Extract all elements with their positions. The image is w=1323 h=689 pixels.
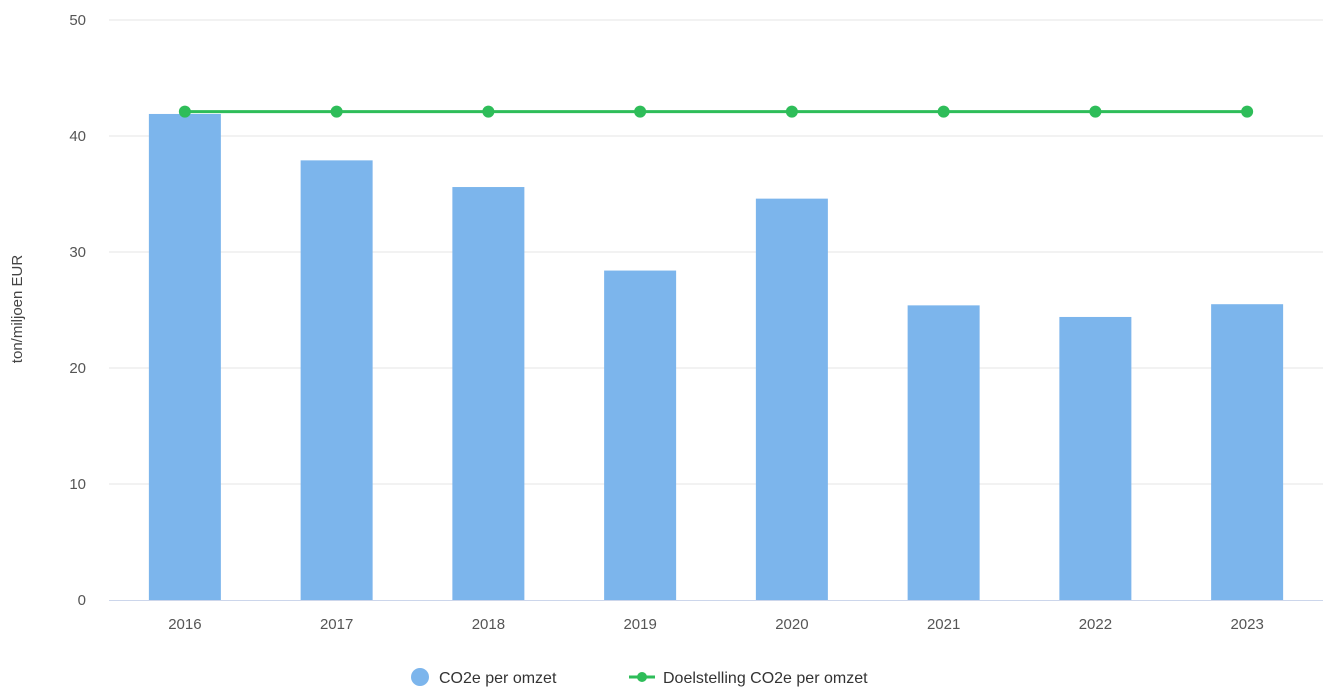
x-tick-label: 2022: [1079, 616, 1112, 633]
legend-item-bar[interactable]: CO2e per omzet: [411, 668, 557, 687]
bar: [907, 305, 980, 600]
y-axis-title: ton/miljoen EUR: [9, 255, 26, 364]
x-tick-label: 2017: [320, 616, 353, 633]
bar-series: [148, 113, 1284, 601]
bar: [148, 113, 221, 601]
legend-line-marker: [637, 672, 647, 682]
bar: [300, 160, 373, 601]
line-point: [330, 105, 343, 118]
legend: CO2e per omzet Doelstelling CO2e per omz…: [411, 668, 868, 687]
y-tick-label: 10: [69, 476, 86, 493]
line-point: [1241, 105, 1254, 118]
legend-item-line[interactable]: Doelstelling CO2e per omzet: [629, 670, 868, 687]
x-tick-label: 2023: [1230, 616, 1263, 633]
bar: [1211, 304, 1284, 600]
y-axis-ticks: 0 10 20 30 40 50: [69, 12, 86, 609]
legend-bar-label: CO2e per omzet: [439, 670, 557, 687]
bar: [452, 187, 525, 601]
legend-bar-swatch: [411, 668, 429, 686]
x-axis-ticks: 2016 2017 2018 2019 2020 2021 2022 2023: [168, 616, 1264, 633]
legend-line-label: Doelstelling CO2e per omzet: [663, 670, 868, 687]
line-point: [634, 105, 647, 118]
bar: [604, 270, 677, 600]
line-point: [482, 105, 495, 118]
x-tick-label: 2019: [623, 616, 656, 633]
line-series: [178, 105, 1254, 118]
y-tick-label: 50: [69, 12, 86, 29]
y-tick-label: 40: [69, 128, 86, 145]
bar: [1059, 316, 1132, 600]
gridlines: [109, 19, 1323, 485]
y-tick-label: 20: [69, 360, 86, 377]
bar: [755, 198, 828, 600]
y-tick-label: 0: [78, 592, 86, 609]
y-tick-label: 30: [69, 244, 86, 261]
line-point: [1089, 105, 1102, 118]
line-point: [937, 105, 950, 118]
x-tick-label: 2021: [927, 616, 960, 633]
x-tick-label: 2020: [775, 616, 808, 633]
x-tick-label: 2018: [472, 616, 505, 633]
line-point: [178, 105, 191, 118]
line-point: [785, 105, 798, 118]
x-tick-label: 2016: [168, 616, 201, 633]
